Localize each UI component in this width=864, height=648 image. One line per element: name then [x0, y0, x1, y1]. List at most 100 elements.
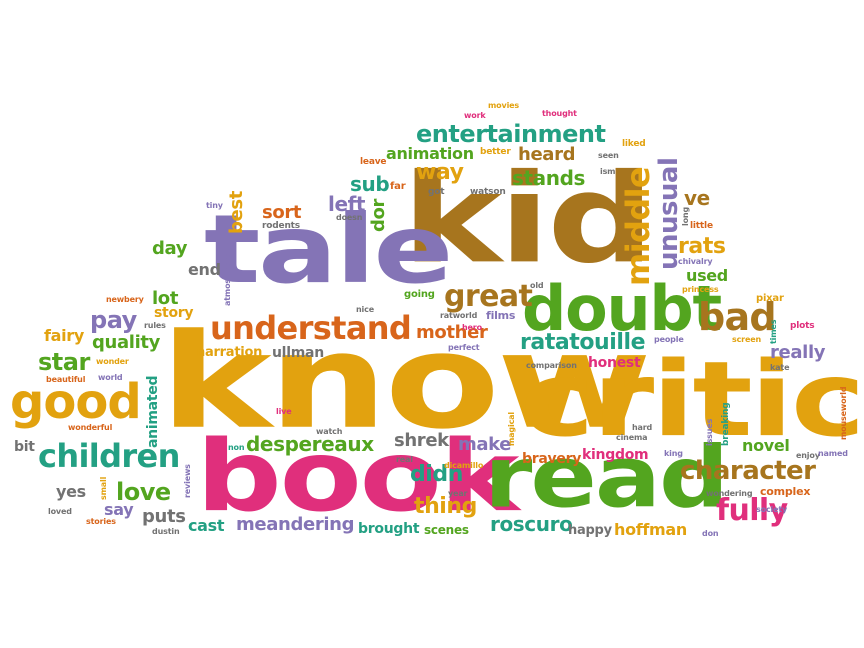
word-puts: puts: [142, 506, 186, 527]
word-wondering: wondering: [706, 489, 753, 498]
word-used: used: [686, 266, 728, 285]
word-read: read: [484, 429, 729, 528]
word-hoffman: hoffman: [614, 520, 687, 539]
word-real: real: [396, 455, 413, 464]
word-films: films: [486, 309, 516, 322]
word-dor: dor: [368, 198, 389, 232]
word-quality: quality: [92, 332, 161, 353]
word-doubt: doubt: [522, 272, 722, 345]
word-really: really: [770, 342, 826, 363]
word-fairy: fairy: [44, 326, 84, 345]
word-king: king: [664, 449, 683, 458]
word-bit: bit: [14, 439, 35, 455]
word-wonderful: wonderful: [68, 423, 113, 432]
word-kid: kid: [402, 148, 655, 291]
word-bad: bad: [698, 295, 777, 339]
word-heard: heard: [518, 144, 576, 165]
word-say: say: [104, 500, 134, 519]
word-hero: hero: [462, 323, 482, 332]
word-sub: sub: [350, 172, 390, 196]
word-tiny: tiny: [206, 201, 223, 210]
word-seen: seen: [598, 151, 619, 160]
word-critic: critic: [520, 338, 864, 460]
word-fully: fully: [716, 493, 788, 528]
word-small: small: [99, 476, 108, 500]
word-great: great: [444, 279, 533, 314]
word-comparison: comparison: [526, 361, 577, 370]
word-middle: middle: [619, 167, 657, 286]
word-work: work: [464, 111, 486, 120]
word-make: make: [458, 434, 512, 455]
word-good: good: [10, 374, 142, 430]
word-society: society: [756, 505, 788, 514]
word-hard: hard: [632, 423, 653, 432]
word-shrek: shrek: [394, 430, 449, 451]
word-understand: understand: [210, 309, 412, 347]
word-ullman: ullman: [272, 345, 324, 361]
word-mouseworld: mouseworld: [839, 386, 848, 440]
word-yes: yes: [56, 482, 86, 501]
word-book: book: [196, 419, 519, 534]
word-thing: thing: [414, 494, 477, 519]
word-long: long: [681, 206, 690, 226]
word-enjoy: enjoy: [796, 451, 820, 460]
word-nice: nice: [356, 305, 374, 314]
word-bravery: bravery: [522, 451, 582, 467]
word-meandering: meandering: [236, 514, 355, 535]
word-old: old: [530, 281, 544, 290]
word-stories: stories: [86, 517, 116, 526]
word-atmosphere: atmosphere: [223, 253, 232, 306]
word-animated: animated: [145, 375, 161, 448]
word-ism: ism: [600, 167, 616, 176]
word-beautiful: beautiful: [46, 375, 86, 384]
word-plots: plots: [790, 321, 815, 331]
word-know: know: [160, 305, 652, 458]
word-far: far: [390, 181, 406, 192]
word-little: little: [690, 221, 713, 231]
word-best: best: [226, 191, 247, 234]
word-rodents: rodents: [262, 221, 300, 231]
word-stands: stands: [512, 166, 586, 190]
word-chivalry: chivalry: [678, 257, 713, 266]
word-ve: ve: [684, 186, 710, 210]
word-star: star: [38, 348, 90, 376]
word-pay: pay: [90, 306, 137, 334]
word-entertainment: entertainment: [416, 120, 606, 148]
word-breaking: breaking: [721, 402, 731, 446]
word-liked: liked: [622, 139, 646, 149]
word-animation: animation: [386, 144, 474, 163]
word-honest: honest: [588, 355, 641, 371]
word-story: story: [154, 305, 194, 321]
word-pixar: pixar: [756, 293, 784, 304]
word-ratatouille: ratatouille: [520, 330, 646, 355]
word-times: times: [769, 319, 778, 344]
word-named: named: [818, 449, 848, 458]
word-don: don: [702, 529, 719, 538]
word-thought: thought: [542, 109, 577, 118]
word-end: end: [188, 260, 221, 279]
word-didn: didn: [410, 462, 463, 487]
word-roscuro: roscuro: [490, 512, 573, 536]
word-live: live: [276, 407, 292, 416]
word-complex: complex: [760, 485, 811, 498]
word-got: got: [428, 187, 445, 197]
word-people: people: [654, 335, 684, 344]
word-left: left: [328, 192, 366, 216]
word-kate: kate: [770, 363, 790, 372]
word-cinema: cinema: [616, 433, 648, 442]
word-perfect: perfect: [448, 343, 480, 352]
word-movies: movies: [488, 101, 520, 110]
word-newbery: newbery: [106, 295, 144, 304]
word-rats: rats: [678, 234, 726, 259]
word-lot: lot: [152, 288, 179, 309]
word-doesn: doesn: [336, 213, 363, 222]
word-cast: cast: [188, 516, 225, 535]
word-princess: princess: [682, 285, 719, 294]
word-novel: novel: [742, 436, 790, 455]
word-day: day: [152, 238, 188, 259]
word-sort: sort: [262, 202, 302, 223]
word-scenes: scenes: [424, 523, 469, 537]
word-issues: issues: [705, 418, 714, 446]
word-children: children: [38, 437, 180, 475]
